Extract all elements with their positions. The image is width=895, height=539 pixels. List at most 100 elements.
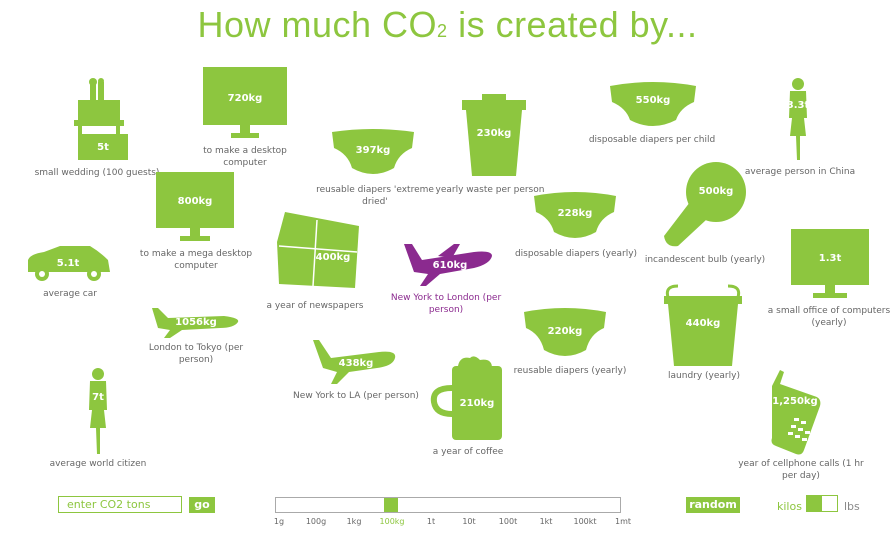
item-value: 230kg [476,128,512,139]
scale-tick: 100g [305,517,327,526]
diaper-icon [534,192,616,238]
scale-tick: 100t [498,517,518,526]
diaper-icon [610,82,696,126]
item-world[interactable]: 7t [86,368,110,454]
item-caption: average world citizen [49,459,147,469]
item-value: 7t [92,392,104,403]
item-caption: New York to LA (per person) [293,391,419,401]
item-value: 210kg [459,398,495,409]
monitor-icon [156,172,234,241]
item-value: 220kg [547,326,583,337]
scale-tick: 1g [273,517,285,526]
item-value: 1056kg [175,317,217,328]
item-value: 440kg [685,318,721,329]
airplane-icon [313,340,396,384]
toggle-knob [807,496,822,511]
person-icon [89,368,107,454]
unit-lbs-label[interactable]: lbs [844,500,860,513]
item-cellphone[interactable]: 1,250kg [771,370,828,455]
cellphone-icon [771,370,821,455]
item-caption: New York to London (per person) [390,293,502,315]
scale-tick: 1mt [614,517,632,526]
item-desktop[interactable]: 720kg [203,67,288,139]
item-car[interactable]: 5.1t [26,246,112,282]
monitor-icon [791,229,869,298]
airplane-icon [404,244,492,286]
scale-tick: 10t [462,517,476,526]
scale-tick: 100kt [573,517,597,526]
item-wedding[interactable]: 5t [70,78,128,160]
item-coffee[interactable]: 210kg [430,356,506,440]
item-value: 5.1t [56,258,80,269]
item-caption: incandescent bulb (yearly) [644,255,766,265]
item-caption: to make a desktop computer [203,146,287,168]
scale-tick: 1kg [346,517,362,526]
unit-kilos-label[interactable]: kilos [777,500,802,513]
page-title: How much CO2 is created by... [197,4,698,45]
item-disposable-child[interactable]: 550kg [610,80,696,130]
item-value: 438kg [338,358,374,369]
scale-tick: 100kg [379,517,405,526]
item-reusable-extreme[interactable]: 397kg [332,128,414,178]
item-disposable-yearly[interactable]: 228kg [534,190,616,242]
random-button[interactable]: random [686,497,740,513]
item-bulb[interactable]: 500kg [660,162,746,250]
item-mega-desktop[interactable]: 800kg [156,172,234,242]
diaper-icon [524,308,606,356]
car-icon [28,246,110,281]
item-value: 720kg [227,93,263,104]
slider-handle[interactable] [384,498,398,512]
item-china[interactable]: 3.3t [786,78,810,160]
scale-tick: 1kt [539,517,553,526]
item-caption: disposable diapers (yearly) [514,249,638,259]
item-caption: a year of newspapers [266,301,364,311]
item-caption: average person in China [744,167,856,177]
item-reusable-yearly[interactable]: 220kg [524,306,606,360]
scale-tick: 1t [426,517,436,526]
item-caption: laundry (yearly) [668,371,740,381]
item-waste[interactable]: 230kg [460,94,528,178]
person-icon [789,78,807,160]
item-value: 800kg [177,196,213,207]
item-value: 500kg [698,186,734,197]
light-bulb-icon [664,162,746,247]
item-value: 1,250kg [772,396,818,407]
item-caption: disposable diapers per child [588,135,716,145]
item-value: 400kg [315,252,351,263]
item-caption: small wedding (100 guests) [34,168,160,178]
item-caption: to make a mega desktop computer [139,249,253,271]
item-caption: year of cellphone calls (1 hr per day) [738,459,864,481]
scale-slider[interactable] [275,497,621,513]
trash-bin-icon [462,94,526,176]
go-button[interactable]: go [189,497,215,513]
item-value: 1.3t [818,253,842,264]
wedding-cake-icon [74,78,128,160]
unit-toggle[interactable] [806,495,838,512]
item-value: 228kg [557,208,593,219]
laundry-basket-icon [664,284,742,366]
item-value: 397kg [355,145,391,156]
item-caption: London to Tokyo (per person) [148,343,244,365]
item-value: 550kg [635,95,671,106]
item-ny-london[interactable]: 610kg [404,242,494,288]
item-caption: reusable diapers (yearly) [513,366,627,376]
item-caption: average car [43,289,97,299]
diaper-icon [332,129,414,174]
item-caption: a year of coffee [432,447,504,457]
item-london-tokyo[interactable]: 1056kg [152,308,240,338]
co2-tons-input[interactable]: enter CO2 tons [58,496,182,513]
airplane-icon [152,308,239,338]
item-value: 610kg [432,260,468,271]
coffee-mug-icon [430,356,502,440]
item-value: 5t [97,142,109,153]
item-caption: a small office of computers (yearly) [767,306,891,328]
item-ny-la[interactable]: 438kg [313,340,397,384]
newspaper-stack-icon [277,212,359,288]
item-caption: yearly waste per person [435,185,545,195]
item-value: 3.3t [786,100,810,111]
item-office[interactable]: 1.3t [791,229,869,299]
monitor-icon [203,67,287,138]
item-laundry[interactable]: 440kg [662,282,744,366]
item-newspapers[interactable]: 400kg [277,212,359,288]
item-caption: reusable diapers 'extreme dried' [316,185,434,207]
